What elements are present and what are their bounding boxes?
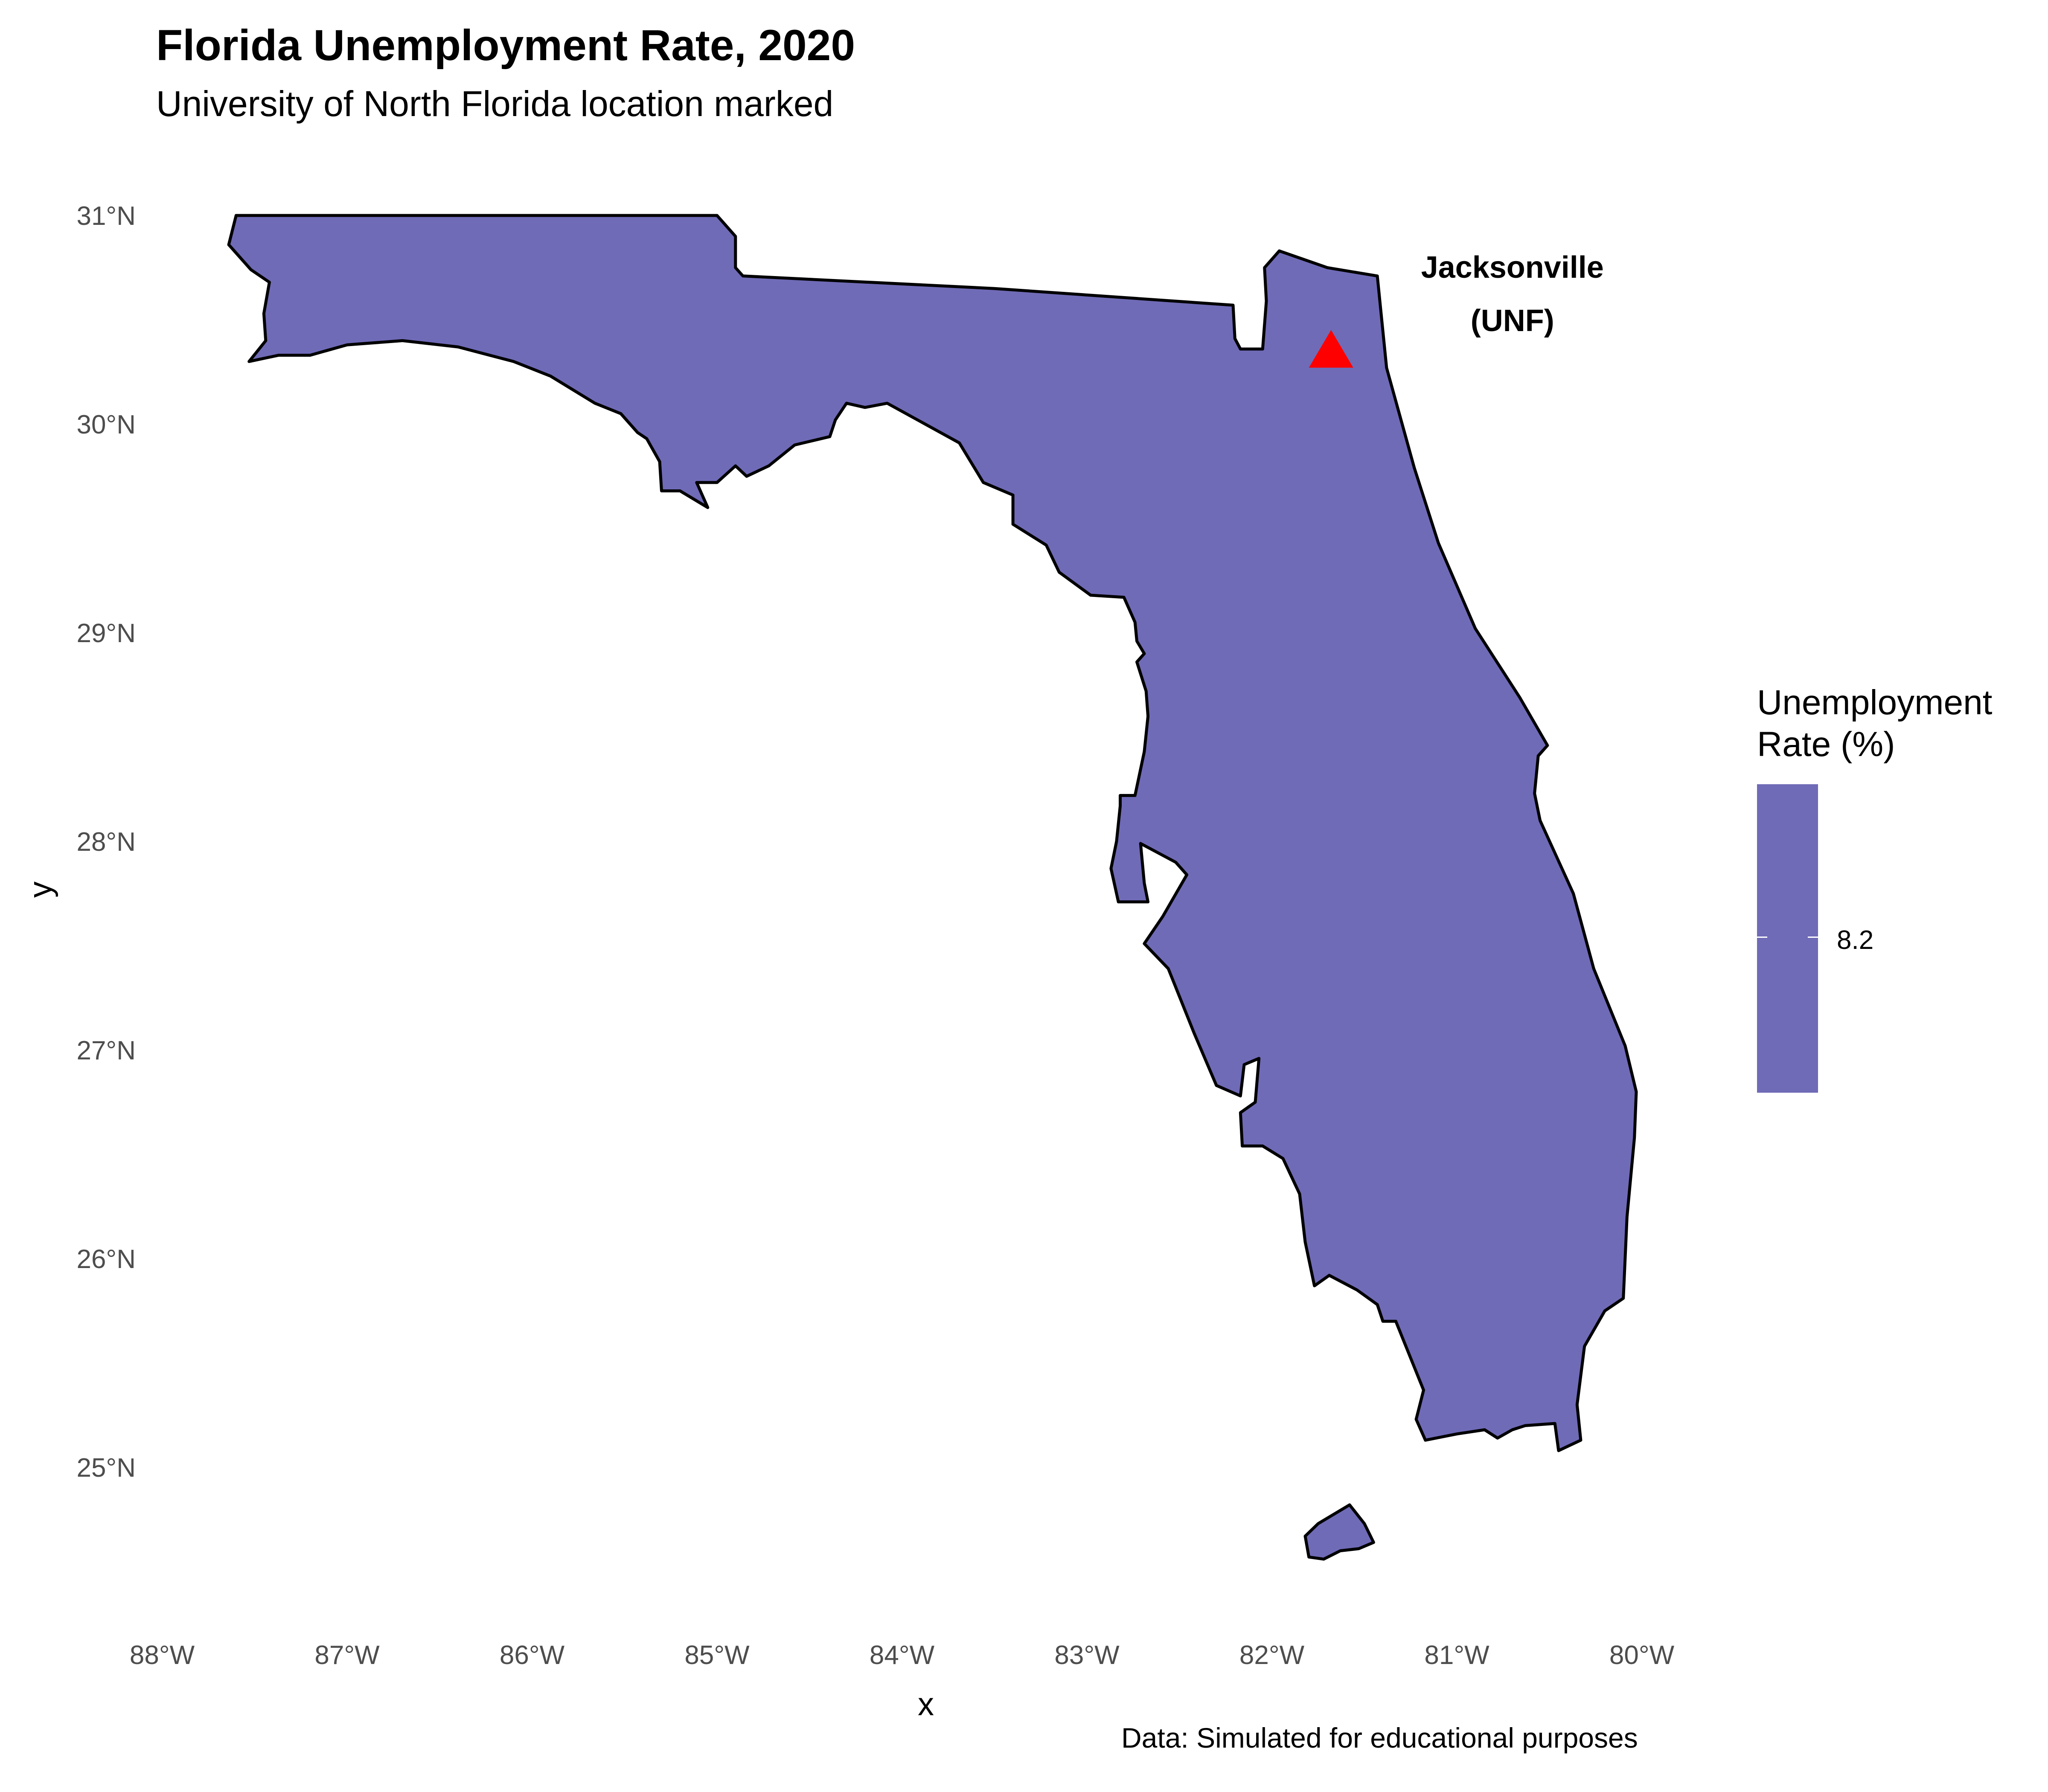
y-tick-label: 29°N: [76, 619, 136, 648]
x-tick-label: 81°W: [1424, 1641, 1489, 1670]
x-tick-label: 88°W: [130, 1641, 195, 1670]
y-tick-label: 25°N: [76, 1453, 136, 1483]
y-tick-label: 30°N: [76, 410, 136, 439]
y-axis-ticks: 31°N 30°N 29°N 28°N 27°N 26°N 25°N: [76, 201, 136, 1483]
legend-color-bar: [1757, 784, 1818, 1093]
chart-title: Florida Unemployment Rate, 2020: [156, 21, 855, 70]
chart-caption: Data: Simulated for educational purposes: [1121, 1722, 1638, 1754]
marker-label-line2: (UNF): [1471, 304, 1554, 338]
x-axis-title: x: [918, 1686, 934, 1722]
marker-label-line1: Jacksonville: [1421, 250, 1604, 285]
x-tick-label: 87°W: [314, 1641, 380, 1670]
x-tick-label: 84°W: [870, 1641, 935, 1670]
chart-subtitle: University of North Florida location mar…: [156, 84, 834, 124]
x-tick-label: 82°W: [1239, 1641, 1305, 1670]
x-tick-label: 85°W: [684, 1641, 750, 1670]
florida-mainland: [227, 214, 1638, 1452]
x-tick-label: 86°W: [500, 1641, 565, 1670]
florida-shapes: [227, 214, 1638, 1561]
x-axis-ticks: 88°W 87°W 86°W 85°W 84°W 83°W 82°W 81°W 80°W: [130, 1641, 1675, 1670]
jacksonville-marker: [1309, 330, 1353, 368]
marker-group: Jacksonville (UNF): [1309, 250, 1604, 368]
y-tick-label: 26°N: [76, 1245, 136, 1274]
legend-title: Unemployment Rate (%): [1757, 683, 1993, 764]
y-tick-label: 27°N: [76, 1036, 136, 1065]
florida-keys-island: [1303, 1503, 1375, 1561]
y-tick-label: 31°N: [76, 201, 136, 231]
legend-tick-right: [1808, 937, 1818, 938]
legend-tick-label: 8.2: [1837, 925, 1874, 955]
y-tick-label: 28°N: [76, 827, 136, 857]
legend-tick-left: [1757, 937, 1767, 938]
x-tick-label: 80°W: [1609, 1641, 1675, 1670]
x-tick-label: 83°W: [1054, 1641, 1120, 1670]
y-axis-title: y: [22, 881, 58, 898]
